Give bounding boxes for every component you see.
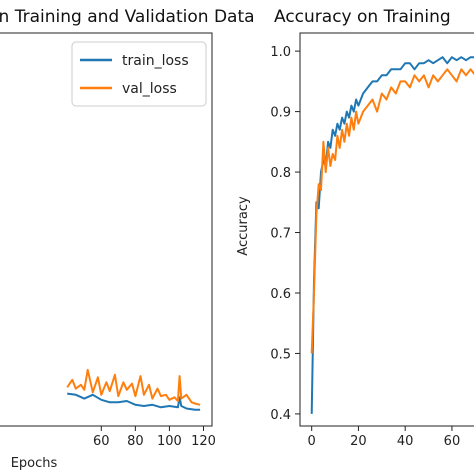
chart-title: Accuracy on Training bbox=[274, 7, 451, 27]
x-tick-label: 60 bbox=[93, 434, 110, 449]
plot-frame bbox=[0, 32, 213, 427]
legend-entry: val_loss bbox=[122, 81, 177, 97]
y-tick-label: 0.6 bbox=[270, 287, 291, 302]
x-tick-label: 40 bbox=[397, 434, 414, 449]
accuracy-chart: Accuracy on Training 0 20 40 60 0.4 0.5 0.6 0.7 0… bbox=[236, 7, 474, 449]
x-tick-label: 100 bbox=[157, 434, 182, 449]
y-axis-label: Accuracy bbox=[236, 196, 251, 256]
y-tick-label: 0.8 bbox=[270, 166, 291, 181]
legend-box bbox=[71, 41, 207, 107]
series-line-val-loss bbox=[66, 368, 201, 406]
legend-entry: train_loss bbox=[122, 53, 189, 69]
series-line-train-loss bbox=[67, 392, 201, 411]
x-tick-label: 0 bbox=[308, 434, 316, 449]
x-tick-label: 80 bbox=[127, 434, 144, 449]
y-tick-label: 0.4 bbox=[270, 408, 291, 423]
chart-title: Loss on Training and Validation Data bbox=[0, 7, 255, 27]
series-group bbox=[310, 56, 474, 414]
y-tick-label: 0.5 bbox=[270, 347, 291, 362]
y-tick-label: 1.0 bbox=[270, 45, 291, 60]
x-tick-label: 120 bbox=[191, 434, 216, 449]
y-tick-label: 0.9 bbox=[270, 106, 291, 121]
series-line-2 bbox=[310, 68, 474, 354]
plot-frame bbox=[299, 32, 474, 427]
legend: train_loss val_loss bbox=[71, 41, 207, 107]
y-tick-label: 0.7 bbox=[270, 227, 291, 242]
loss-chart: Loss on Training and Validation Data 60 80… bbox=[0, 7, 255, 471]
x-tick-label: 60 bbox=[444, 434, 461, 449]
x-tick-label: 20 bbox=[350, 434, 367, 449]
series-line-1 bbox=[310, 56, 474, 414]
x-axis-label: Epochs bbox=[11, 456, 58, 471]
series-group bbox=[66, 368, 201, 411]
